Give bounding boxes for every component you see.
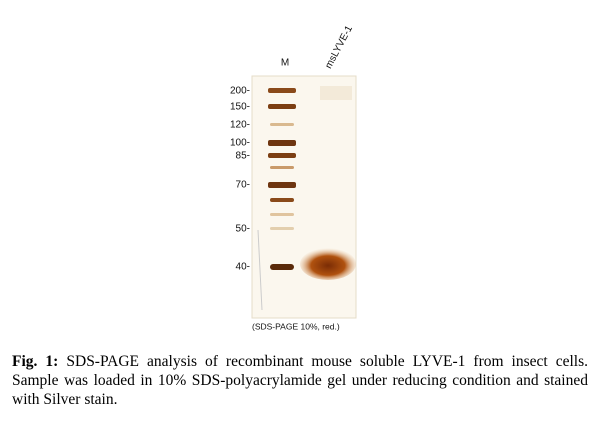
band bbox=[270, 227, 294, 230]
marker-label: 70- bbox=[236, 180, 250, 191]
faint-band bbox=[320, 86, 352, 100]
gel-artifact bbox=[257, 229, 263, 311]
marker-labels: 200- 150- 120- 100- 85- 70- 50- 40- bbox=[230, 86, 250, 273]
band bbox=[270, 166, 294, 169]
band bbox=[268, 140, 296, 146]
band bbox=[270, 198, 294, 202]
band bbox=[270, 123, 294, 126]
caption-text: SDS-PAGE analysis of recombinant mouse s… bbox=[12, 353, 589, 408]
band bbox=[268, 104, 296, 109]
band bbox=[268, 88, 296, 93]
gel-figure: M msLYVE-1 200- 150- 120- 100- 85- 70- 5… bbox=[230, 24, 357, 331]
marker-label: 40- bbox=[236, 262, 250, 273]
caption: Fig. 1: SDS-PAGE analysis of recombinant… bbox=[12, 352, 588, 409]
band bbox=[270, 213, 294, 216]
sample-band bbox=[300, 248, 356, 280]
lane-label: M bbox=[281, 58, 289, 69]
marker-label: 100- bbox=[230, 138, 250, 149]
marker-label: 150- bbox=[230, 102, 250, 113]
marker-label: 120- bbox=[230, 120, 250, 131]
marker-label: 50- bbox=[236, 224, 250, 235]
caption-label: Fig. 1: bbox=[12, 353, 59, 370]
marker-label: 200- bbox=[230, 86, 250, 97]
lane-label: msLYVE-1 bbox=[323, 24, 355, 71]
marker-label: 85- bbox=[236, 151, 250, 162]
marker-bands bbox=[268, 88, 296, 270]
gel bbox=[251, 75, 357, 319]
gel-note: (SDS-PAGE 10%, red.) bbox=[252, 321, 340, 331]
band bbox=[268, 153, 296, 158]
band bbox=[270, 264, 294, 270]
band bbox=[268, 182, 296, 188]
